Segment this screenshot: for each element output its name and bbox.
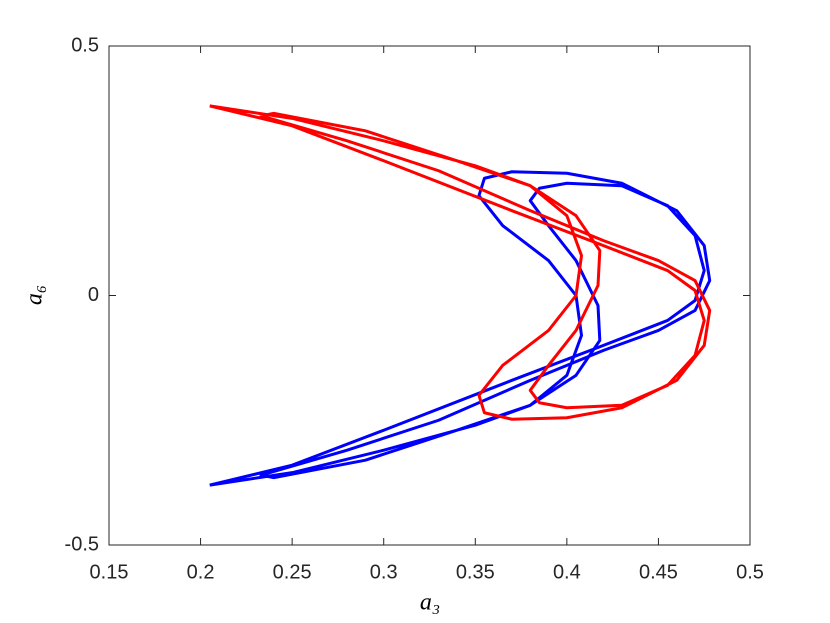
x-tick-label: 0.45 bbox=[639, 561, 678, 583]
curve bbox=[209, 104, 712, 421]
x-tick-label: 0.25 bbox=[273, 561, 312, 583]
y-tick-label: 0.5 bbox=[71, 34, 99, 56]
x-tick-label: 0.5 bbox=[736, 561, 764, 583]
x-axis-label: a₃ bbox=[420, 590, 440, 616]
x-tick-label: 0.35 bbox=[456, 561, 495, 583]
y-tick-label: 0 bbox=[88, 284, 99, 306]
x-tick-label: 0.3 bbox=[370, 561, 398, 583]
curve bbox=[209, 170, 712, 487]
y-tick-label: -0.5 bbox=[65, 533, 99, 555]
x-tick-label: 0.4 bbox=[553, 561, 581, 583]
x-tick-label: 0.15 bbox=[90, 561, 129, 583]
y-axis-label: a₆ bbox=[22, 285, 48, 305]
x-tick-label: 0.2 bbox=[187, 561, 215, 583]
